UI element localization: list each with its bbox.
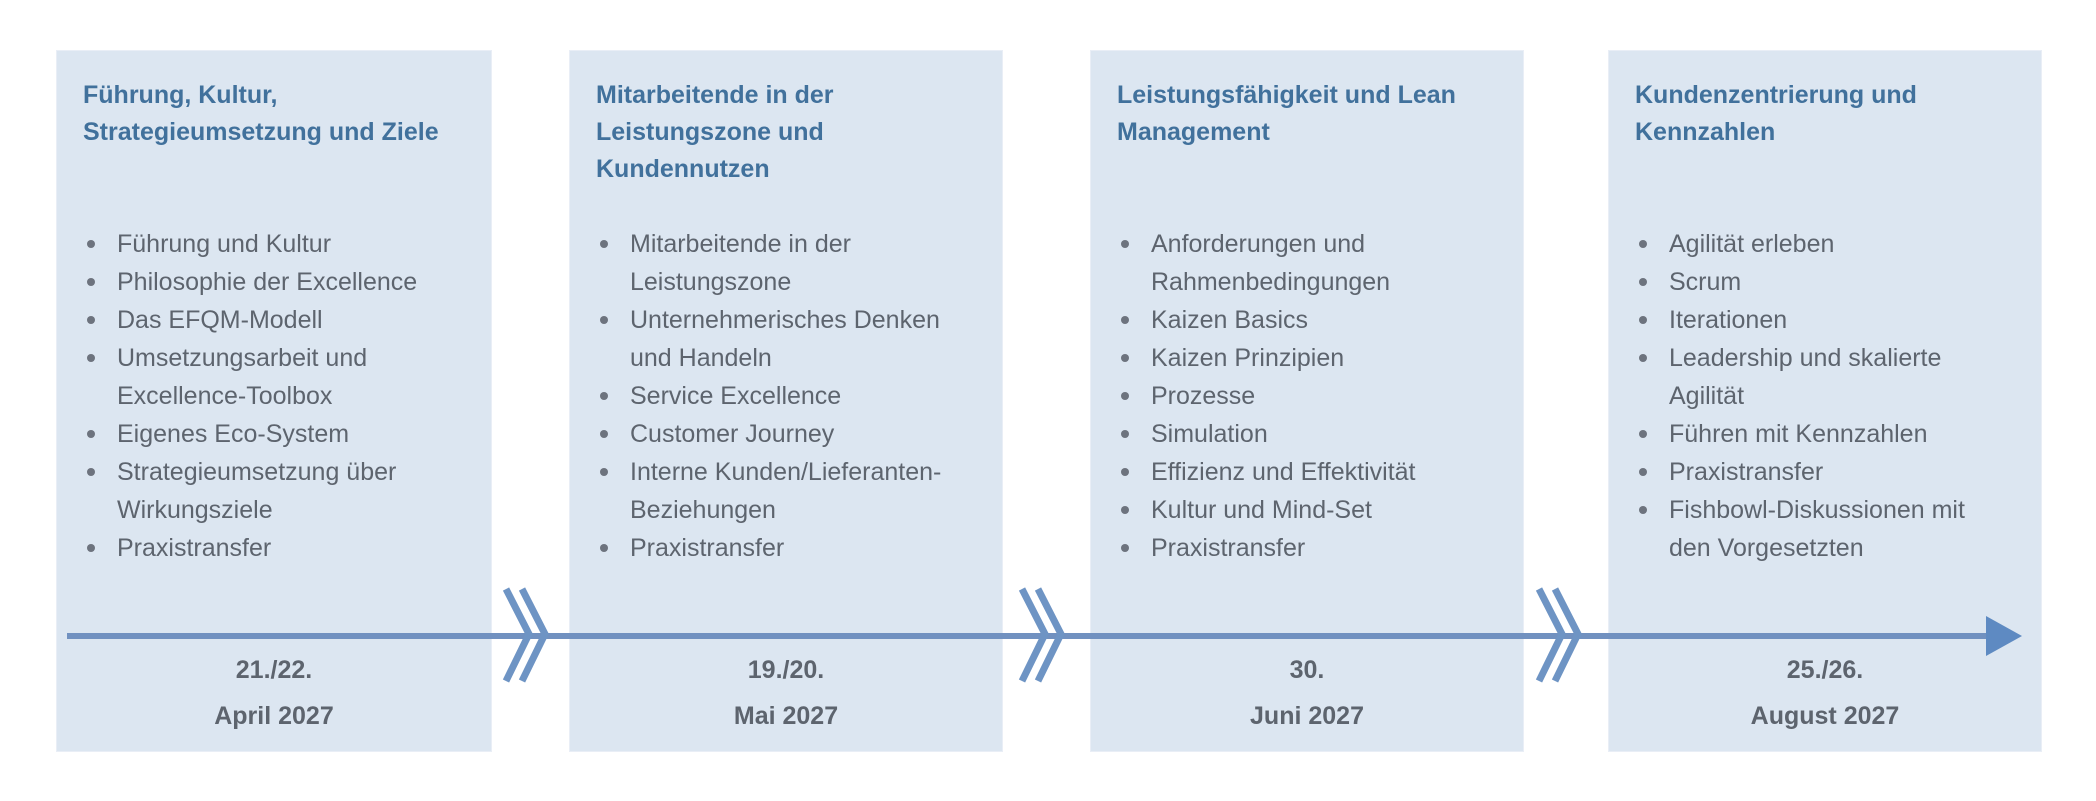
topic-item: Umsetzungsarbeit und Excellence-Toolbox <box>83 339 437 415</box>
date-days: 19./20. <box>747 656 825 684</box>
date-month: April 2027 <box>214 702 334 730</box>
topic-item: Scrum <box>1635 263 1989 301</box>
topic-item: Agilität erleben <box>1635 225 1989 263</box>
topic-item: Eigenes Eco-System <box>83 415 437 453</box>
module-3-date: 30. Juni 2027 <box>1091 647 1523 739</box>
module-4-title: Kundenzentrierung und Kennzahlen <box>1635 81 1917 146</box>
module-2-title: Mitarbeitende in der Leistungszone und K… <box>596 81 834 183</box>
topic-item: Simulation <box>1117 415 1471 453</box>
topic-item: Prozesse <box>1117 377 1471 415</box>
module-2-date: 19./20. Mai 2027 <box>570 647 1002 739</box>
module-3-topic-list: Anforderungen und Rahmenbedingungen Kaize… <box>1117 225 1471 567</box>
module-4-topic-list: Agilität erleben Scrum Iterationen Leadersh… <box>1635 225 1989 567</box>
date-month: August 2027 <box>1750 702 1900 730</box>
topic-item: Mitarbeitende in der Leistungszone <box>596 225 950 301</box>
topic-item: Kaizen Prinzipien <box>1117 339 1471 377</box>
module-4-card: Kundenzentrierung und Kennzahlen Agilitä… <box>1608 50 2042 752</box>
topic-item: Philosophie der Excellence <box>83 263 437 301</box>
module-4-date: 25./26. August 2027 <box>1609 647 2041 739</box>
axis-break-icon <box>502 587 549 683</box>
topic-item: Interne Kunden/Lieferanten-Beziehungen <box>596 453 950 529</box>
module-2-topic-list: Mitarbeitende in der Leistungszone Untern… <box>596 225 950 567</box>
topic-item: Fishbowl-Diskussionen mit den Vorgesetzt… <box>1635 491 1989 567</box>
topic-item: Customer Journey <box>596 415 950 453</box>
module-1-title: Führung, Kultur, Strategieumsetzung und … <box>83 81 439 146</box>
module-1-card: Führung, Kultur, Strategieumsetzung und … <box>56 50 492 752</box>
module-3-title: Leistungsfähigkeit und Lean Management <box>1117 81 1456 146</box>
date-days: 21./22. <box>235 656 313 684</box>
topic-item: Effizienz und Effektivität <box>1117 453 1471 491</box>
date-days: 25./26. <box>1786 656 1864 684</box>
topic-item: Anforderungen und Rahmenbedingungen <box>1117 225 1471 301</box>
topic-item: Unternehmerisches Denken und Handeln <box>596 301 950 377</box>
topic-item: Führen mit Kennzahlen <box>1635 415 1989 453</box>
date-days: 30. <box>1289 656 1325 684</box>
topic-item: Führung und Kultur <box>83 225 437 263</box>
module-3-card: Leistungsfähigkeit und Lean Management A… <box>1090 50 1524 752</box>
axis-break-icon <box>1535 587 1582 683</box>
topic-item: Kultur und Mind-Set <box>1117 491 1471 529</box>
module-2-card: Mitarbeitende in der Leistungszone und K… <box>569 50 1003 752</box>
axis-break-icon <box>1018 587 1065 683</box>
topic-item: Praxistransfer <box>596 529 950 567</box>
module-1-topic-list: Führung und Kultur Philosophie der Excell… <box>83 225 437 567</box>
topic-item: Service Excellence <box>596 377 950 415</box>
date-month: Juni 2027 <box>1250 702 1364 730</box>
topic-item: Praxistransfer <box>1117 529 1471 567</box>
topic-item: Iterationen <box>1635 301 1989 339</box>
topic-item: Das EFQM-Modell <box>83 301 437 339</box>
module-1-date: 21./22. April 2027 <box>57 647 491 739</box>
topic-item: Leadership und skalierte Agilität <box>1635 339 1989 415</box>
topic-item: Strategieumsetzung über Wirkungsziele <box>83 453 437 529</box>
date-month: Mai 2027 <box>733 702 839 730</box>
topic-item: Kaizen Basics <box>1117 301 1471 339</box>
topic-item: Praxistransfer <box>1635 453 1989 491</box>
topic-item: Praxistransfer <box>83 529 437 567</box>
